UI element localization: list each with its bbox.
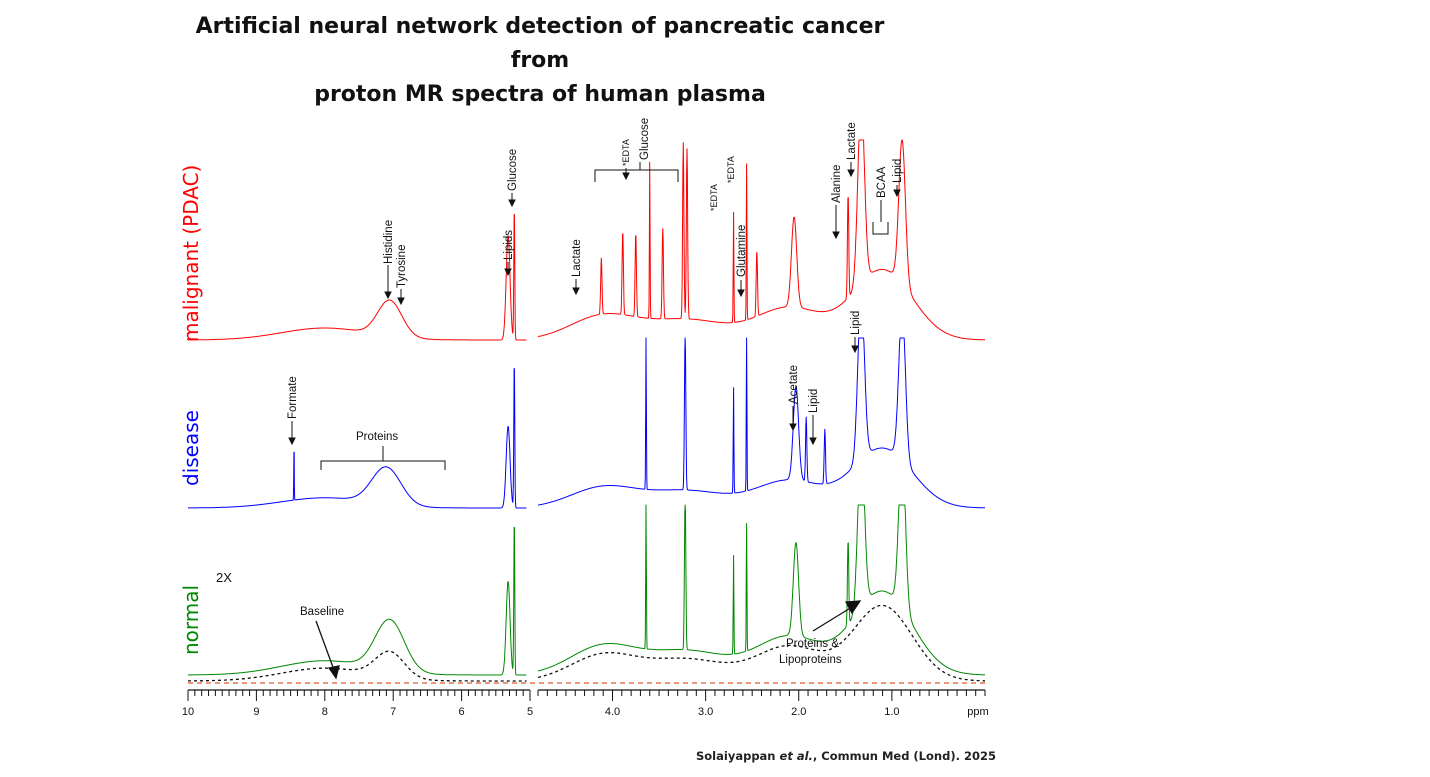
label-tyrosine: Tyrosine — [396, 245, 408, 288]
label-lactate-2: Lactate — [846, 122, 858, 160]
acetate-arrowhead — [789, 423, 797, 432]
label-edta-2: *EDTA — [709, 184, 719, 211]
histidine-arrowhead — [384, 291, 392, 300]
lipid-3-arrowhead — [851, 345, 859, 354]
chart-title: Artificial neural network detection of p… — [190, 10, 890, 112]
spectrum-normal-segment-1 — [187, 526, 527, 676]
label-acetate: Acetate — [788, 365, 800, 404]
baseline-arrow-line — [315, 620, 335, 671]
label-formate: Formate — [287, 376, 299, 419]
x-tick-label: 7 — [390, 706, 396, 718]
baseline-envelope-1 — [188, 650, 527, 682]
spectrum-malignant-segment-1 — [187, 213, 527, 341]
edta-1-arrowhead — [622, 172, 630, 181]
chart-title-line-1: Artificial neural network detection of p… — [195, 14, 885, 73]
spectrum-malignant-segment-2 — [537, 139, 986, 341]
lactate-2-arrowhead — [847, 169, 855, 178]
label-histidine: Histidine — [383, 220, 395, 264]
formate-arrowhead — [288, 437, 296, 446]
label-edta-1: *EDTA — [621, 139, 631, 166]
x-tick-label: 4.0 — [605, 706, 620, 718]
normal-annotations — [315, 600, 862, 680]
label-bcaa: BCAA — [876, 166, 888, 198]
x-tick-label: 5 — [527, 706, 533, 718]
label-baseline: Baseline — [300, 606, 344, 618]
label-proteins: Proteins — [356, 431, 398, 443]
label-lipid-2: Lipid — [808, 389, 820, 413]
spectrum-normal-segment-2 — [537, 504, 986, 676]
tyrosine-arrowhead — [397, 297, 405, 306]
spectrum-disease-segment-1 — [187, 368, 527, 509]
baseline-envelope-2 — [537, 604, 985, 682]
label-glucose-2: Glucose — [639, 118, 651, 160]
proteins-bracket — [320, 460, 446, 470]
glucose-bracket — [594, 169, 679, 182]
glutamine-arrowhead — [737, 289, 745, 298]
label-glutamine: Glutamine — [736, 225, 748, 277]
label-lactate-1: Lactate — [571, 239, 583, 277]
lactate-arrowhead — [572, 287, 580, 296]
alanine-arrowhead — [832, 231, 840, 240]
scale-note-2x: 2X — [216, 570, 232, 585]
citation-source: , Commun Med (Lond). 2025 — [812, 749, 996, 763]
citation: Solaiyappan et al., Commun Med (Lond). 2… — [696, 749, 996, 763]
baseline-arrowhead — [327, 665, 340, 680]
row-label-malignant: malignant (PDAC) — [179, 165, 203, 342]
lipids-arrowhead — [504, 268, 512, 277]
row-label-normal: normal — [179, 585, 203, 655]
x-tick-label: 10 — [182, 706, 194, 718]
citation-etal: et al. — [779, 749, 813, 763]
x-tick-label: 1.0 — [884, 706, 899, 718]
label-edta-3: *EDTA — [726, 156, 736, 183]
malignant-annotations — [384, 162, 901, 306]
x-tick-label: 6 — [459, 706, 465, 718]
lipoproteins-arrow-line — [812, 606, 853, 632]
x-tick-label: 8 — [322, 706, 328, 718]
x-axis-unit: ppm — [967, 706, 988, 718]
x-tick-label: 9 — [253, 706, 259, 718]
label-lipids: Lipids — [503, 230, 515, 260]
label-lipoproteins: Lipoproteins — [779, 654, 842, 666]
x-axis: 10 9 8 7 6 5 4.0 3.0 2.0 1.0 ppm — [182, 689, 989, 718]
glucose-arrowhead — [508, 199, 516, 208]
label-glucose-1: Glucose — [507, 149, 519, 191]
spectrum-disease-segment-2 — [537, 337, 986, 509]
lipoproteins-arrowhead — [844, 600, 862, 615]
citation-authors: Solaiyappan — [696, 749, 776, 763]
disease-annotations — [288, 337, 859, 470]
label-alanine: Alanine — [831, 165, 843, 203]
row-label-disease: disease — [179, 410, 203, 486]
lipid-arrowhead — [893, 189, 901, 198]
label-lipid-1: Lipid — [892, 159, 904, 183]
x-tick-label: 2.0 — [791, 706, 806, 718]
lipid-2-arrowhead — [809, 437, 817, 446]
label-lipid-3: Lipid — [850, 311, 862, 335]
spectra-traces — [187, 139, 986, 682]
label-proteins-and: Proteins & — [786, 638, 839, 650]
chart-title-line-2: proton MR spectra of human plasma — [314, 82, 766, 107]
x-tick-label: 3.0 — [698, 706, 713, 718]
bcaa-bracket — [872, 222, 889, 235]
